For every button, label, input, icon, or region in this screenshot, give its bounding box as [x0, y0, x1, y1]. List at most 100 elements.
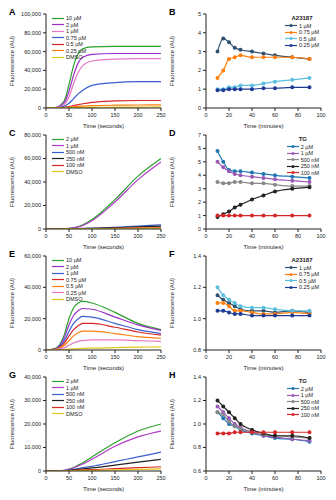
svg-text:100,000: 100,000: [21, 11, 41, 17]
svg-text:Time (seconds): Time (seconds): [83, 365, 124, 371]
svg-text:50: 50: [66, 112, 72, 118]
svg-text:20: 20: [226, 475, 232, 481]
svg-text:60,000: 60,000: [24, 49, 41, 55]
svg-text:80,000: 80,000: [24, 132, 41, 138]
svg-text:Time (minutes): Time (minutes): [244, 244, 284, 250]
svg-text:2: 2: [198, 199, 201, 205]
svg-text:6: 6: [198, 145, 201, 151]
svg-text:100: 100: [316, 354, 325, 360]
svg-text:0: 0: [198, 105, 201, 111]
svg-text:Fluorescence (AU): Fluorescence (AU): [169, 36, 175, 86]
svg-text:Time (seconds): Time (seconds): [83, 486, 124, 492]
svg-text:0: 0: [38, 347, 41, 353]
svg-text:Time (minutes): Time (minutes): [244, 123, 284, 129]
svg-text:150: 150: [110, 475, 119, 481]
svg-text:20: 20: [226, 354, 232, 360]
svg-text:200: 200: [133, 112, 142, 118]
svg-text:80: 80: [295, 475, 301, 481]
svg-text:0: 0: [204, 112, 207, 118]
svg-text:Time (minutes): Time (minutes): [244, 486, 284, 492]
svg-text:100: 100: [316, 233, 325, 239]
svg-text:1.2: 1.2: [193, 397, 201, 403]
svg-text:0: 0: [204, 354, 207, 360]
svg-text:50: 50: [66, 233, 72, 239]
svg-text:40: 40: [249, 233, 255, 239]
svg-text:250: 250: [156, 475, 165, 481]
svg-text:80,000: 80,000: [24, 30, 41, 36]
svg-text:7: 7: [198, 132, 201, 138]
svg-text:3: 3: [198, 186, 201, 192]
svg-text:80: 80: [295, 354, 301, 360]
svg-text:20,000: 20,000: [24, 86, 41, 92]
svg-text:1.4: 1.4: [193, 253, 201, 259]
svg-text:Fluorescence (AU): Fluorescence (AU): [169, 157, 175, 207]
svg-text:250: 250: [156, 233, 165, 239]
svg-text:Time (seconds): Time (seconds): [83, 244, 124, 250]
svg-text:200: 200: [133, 475, 142, 481]
svg-text:Fluorescence (AU): Fluorescence (AU): [9, 278, 15, 328]
svg-text:1: 1: [198, 86, 201, 92]
svg-text:100: 100: [316, 112, 325, 118]
svg-text:Fluorescence (AU): Fluorescence (AU): [9, 157, 15, 207]
svg-text:40,000: 40,000: [24, 284, 41, 290]
svg-text:Fluorescence (AU): Fluorescence (AU): [169, 278, 175, 328]
svg-text:40: 40: [249, 475, 255, 481]
svg-text:60: 60: [272, 354, 278, 360]
svg-text:40,000: 40,000: [24, 179, 41, 185]
svg-text:150: 150: [110, 233, 119, 239]
svg-text:20: 20: [226, 233, 232, 239]
svg-text:0: 0: [38, 468, 41, 474]
svg-text:40: 40: [249, 354, 255, 360]
svg-text:0.6: 0.6: [193, 468, 201, 474]
svg-text:1: 1: [198, 213, 201, 219]
svg-text:100: 100: [87, 112, 96, 118]
svg-text:60: 60: [272, 112, 278, 118]
svg-text:3: 3: [198, 49, 201, 55]
svg-text:20,000: 20,000: [24, 421, 41, 427]
svg-text:0: 0: [44, 112, 47, 118]
svg-text:Fluorescence (AU): Fluorescence (AU): [9, 36, 15, 86]
svg-text:80: 80: [295, 233, 301, 239]
svg-text:20,000: 20,000: [24, 316, 41, 322]
svg-text:1.4: 1.4: [193, 374, 201, 380]
svg-text:1.2: 1.2: [193, 284, 201, 290]
svg-text:20: 20: [226, 112, 232, 118]
svg-text:10,000: 10,000: [24, 444, 41, 450]
svg-text:4: 4: [198, 172, 201, 178]
svg-text:40,000: 40,000: [24, 67, 41, 73]
svg-text:60: 60: [272, 475, 278, 481]
svg-text:0: 0: [44, 475, 47, 481]
svg-text:2: 2: [198, 67, 201, 73]
svg-text:60,000: 60,000: [24, 253, 41, 259]
svg-text:50: 50: [66, 354, 72, 360]
svg-text:1.0: 1.0: [193, 421, 201, 427]
svg-text:100: 100: [87, 233, 96, 239]
svg-text:40,000: 40,000: [24, 374, 41, 380]
svg-text:150: 150: [110, 354, 119, 360]
svg-text:Fluorescence (AU): Fluorescence (AU): [169, 399, 175, 449]
svg-text:Time (minutes): Time (minutes): [244, 365, 284, 371]
svg-text:50: 50: [66, 475, 72, 481]
svg-text:0: 0: [38, 226, 41, 232]
svg-text:250: 250: [156, 112, 165, 118]
svg-text:Time (seconds): Time (seconds): [83, 123, 124, 129]
svg-text:250: 250: [156, 354, 165, 360]
svg-text:5: 5: [198, 11, 201, 17]
svg-text:4: 4: [198, 30, 201, 36]
svg-text:0: 0: [204, 233, 207, 239]
svg-text:150: 150: [110, 112, 119, 118]
svg-text:80: 80: [295, 112, 301, 118]
svg-text:60,000: 60,000: [24, 155, 41, 161]
svg-text:1.0: 1.0: [193, 316, 201, 322]
svg-text:100: 100: [87, 354, 96, 360]
svg-text:0: 0: [204, 475, 207, 481]
svg-text:100: 100: [316, 475, 325, 481]
svg-text:0.8: 0.8: [193, 444, 201, 450]
svg-text:20,000: 20,000: [24, 202, 41, 208]
svg-text:0: 0: [44, 354, 47, 360]
svg-text:Fluorescence (AU): Fluorescence (AU): [9, 399, 15, 449]
svg-text:30,000: 30,000: [24, 397, 41, 403]
svg-text:200: 200: [133, 354, 142, 360]
svg-text:0: 0: [38, 105, 41, 111]
svg-text:5: 5: [198, 159, 201, 165]
